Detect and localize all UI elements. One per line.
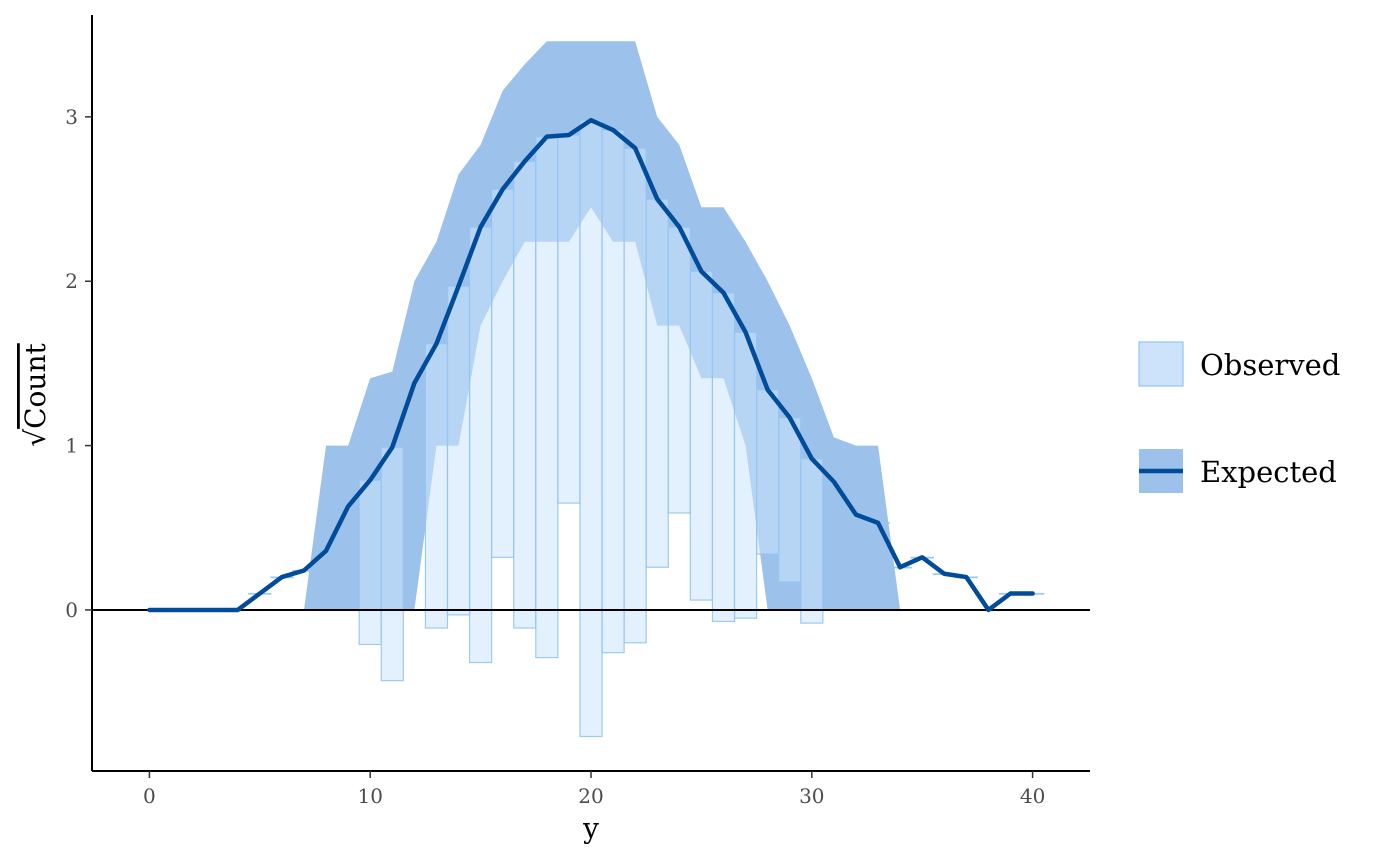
observed-bar [623,147,647,644]
observed-bar [733,331,758,619]
observed-bar [491,188,515,558]
x-tick-label: 10 [357,784,382,808]
legend-label-observed: Observed [1200,348,1340,382]
observed-bar [424,343,449,629]
observed-bar [535,136,559,659]
y-axis-title: √Count [19,343,52,447]
legend-key-observed [1138,341,1184,387]
observed-bar [645,198,669,568]
x-tick-label: 20 [578,784,603,808]
observed-bar [358,479,382,646]
y-tick-label: 2 [65,269,78,293]
x-tick-label: 40 [1020,784,1045,808]
legend-item-expected: Expected [1139,449,1337,493]
y-tick-label: 1 [65,434,78,458]
legend-label-expected: Expected [1200,455,1337,489]
observed-bar [557,134,581,504]
x-tick-label: 30 [799,784,824,808]
observed-bar [446,285,471,616]
observed-bar [468,226,493,664]
x-axis-title: y [582,812,599,845]
y-axis-title-radical: √ [19,429,52,447]
x-tick-label: 0 [143,784,156,808]
observed-bar [513,160,537,629]
observed-bar [380,446,404,682]
observed-bar [711,292,736,623]
observed-bar [689,270,714,601]
svg-text:√Count: √Count [19,343,52,447]
observed-bar [579,119,603,738]
legend-item-observed: Observed [1138,341,1340,387]
observed-bar [755,389,780,555]
observed-bar [800,458,824,624]
y-axis-title-text: Count [19,343,52,429]
observed-bar [778,417,802,583]
plot-area [92,41,1090,738]
legend: Observed Expected [1138,341,1340,493]
axes: 0 10 20 30 40 0 1 2 3 [65,15,1090,808]
observed-bar [667,226,691,514]
observed-bar [601,129,625,654]
y-tick-label: 3 [65,105,78,129]
y-tick-label: 0 [65,598,78,622]
expected-line [147,117,1035,613]
